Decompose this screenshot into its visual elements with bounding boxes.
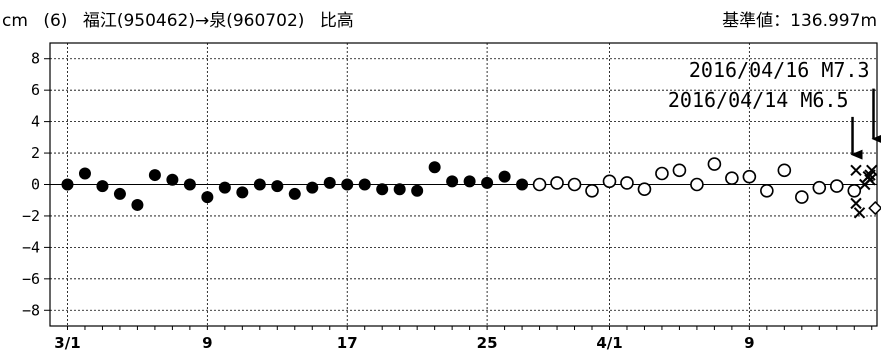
data-point-open xyxy=(725,171,739,186)
data-point-open xyxy=(690,177,704,192)
data-point-cross xyxy=(853,207,866,219)
x-tick-label: 9 xyxy=(744,334,754,352)
data-point-open xyxy=(795,190,809,204)
data-point-open xyxy=(707,157,722,171)
data-point-filled xyxy=(498,170,511,183)
data-point-cross xyxy=(850,164,862,177)
x-tick-label: 25 xyxy=(477,334,498,352)
data-point-cross xyxy=(864,174,876,186)
data-point-open xyxy=(777,163,792,178)
y-tick-label: 2 xyxy=(31,144,40,162)
earthquake-label: 2016/04/14 M6.5 xyxy=(668,88,849,112)
data-point-filled xyxy=(358,178,371,191)
data-point-filled xyxy=(253,178,266,191)
x-tick-label: 9 xyxy=(202,334,212,352)
data-point-cross xyxy=(864,169,876,181)
route-label: 福江(950462)→泉(960702) xyxy=(82,11,305,31)
x-tick-label: 17 xyxy=(337,334,358,352)
data-point-filled xyxy=(428,161,441,174)
reference-value: 基準値：136.997m xyxy=(722,11,877,31)
data-point-cross xyxy=(850,197,862,210)
y-tick-label: −8 xyxy=(22,301,40,319)
data-point-open xyxy=(742,169,757,184)
data-point-open xyxy=(812,180,827,195)
data-point-filled xyxy=(166,173,179,186)
data-point-open xyxy=(567,177,582,192)
unit-label: cm xyxy=(2,11,28,31)
data-point-filled xyxy=(148,169,161,182)
data-point-filled xyxy=(411,184,424,197)
data-point-open xyxy=(637,182,652,197)
y-tick-label: −4 xyxy=(22,238,40,256)
data-point-open xyxy=(620,176,634,190)
data-point-open xyxy=(655,166,669,181)
earthquake-label: 2016/04/16 M7.3 xyxy=(689,58,870,82)
y-tick-label: 8 xyxy=(31,50,40,68)
data-point-filled xyxy=(218,181,231,194)
data-point-filled xyxy=(96,180,109,193)
data-point-filled xyxy=(183,178,196,191)
x-tick-label: 4/1 xyxy=(596,334,622,352)
data-point-filled xyxy=(323,176,336,189)
data-point-filled xyxy=(376,183,389,196)
data-point-filled xyxy=(236,186,249,199)
data-point-open xyxy=(602,174,617,189)
data-point-open xyxy=(532,177,547,192)
y-tick-label: 6 xyxy=(31,81,40,99)
y-tick-label: −6 xyxy=(22,270,40,288)
data-point-filled xyxy=(516,178,529,191)
x-tick-label: 3/1 xyxy=(54,334,80,352)
station-number: (6) xyxy=(43,11,68,31)
data-point-open xyxy=(829,179,844,193)
data-point-filled xyxy=(288,187,301,200)
data-point-filled xyxy=(78,167,91,180)
data-point-filled xyxy=(201,191,214,204)
data-point-open xyxy=(550,176,564,190)
data-point-filled xyxy=(463,175,476,188)
y-tick-label: −2 xyxy=(22,207,40,225)
data-point-filled xyxy=(61,178,74,191)
data-point-filled xyxy=(341,178,354,191)
data-point-open xyxy=(847,183,862,198)
data-point-open xyxy=(585,183,599,198)
data-point-filled xyxy=(306,181,319,194)
data-point-diamond xyxy=(868,201,881,216)
data-point-filled xyxy=(446,175,459,188)
data-point-filled xyxy=(113,187,126,200)
data-point-filled xyxy=(481,176,494,189)
component-label: 比高 xyxy=(319,11,354,31)
data-point-filled xyxy=(271,180,284,193)
data-point-open xyxy=(672,163,687,178)
y-tick-label: 4 xyxy=(31,113,40,131)
data-point-filled xyxy=(131,198,144,211)
data-point-filled xyxy=(393,183,406,196)
chart-header-left: cm (6) 福江(950462)→泉(960702) 比高 xyxy=(2,6,364,31)
y-tick-label: 0 xyxy=(31,176,40,194)
data-point-open xyxy=(760,183,774,198)
